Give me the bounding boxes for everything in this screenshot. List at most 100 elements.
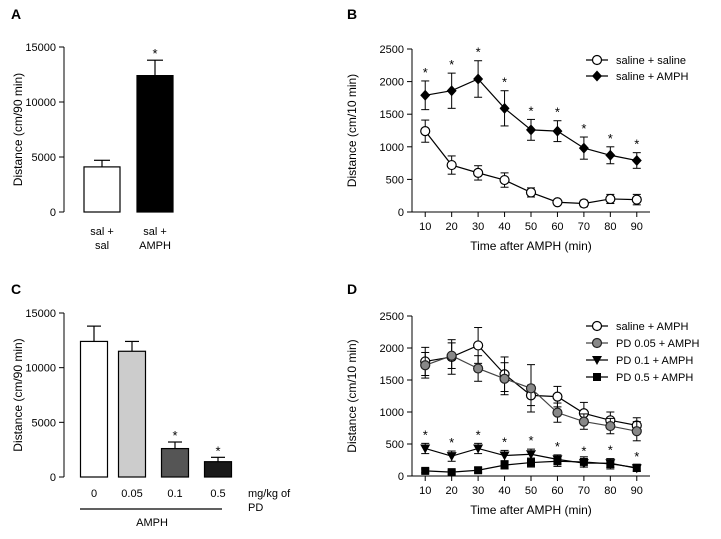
y-tick-label: 2000	[380, 343, 404, 355]
significance-star: *	[172, 428, 177, 443]
significance-star: *	[555, 439, 560, 454]
significance-star: *	[581, 121, 586, 136]
point-marker	[592, 356, 602, 365]
point-marker	[473, 340, 484, 351]
y-tick-label: 2000	[380, 77, 404, 89]
x-axis-title: Time after AMPH (min)	[470, 503, 592, 517]
point-marker	[578, 198, 589, 209]
x-tick-label: 40	[498, 221, 510, 233]
point-marker	[526, 124, 536, 136]
panel-letter-a: A	[11, 6, 21, 22]
category-label: sal +	[143, 226, 167, 238]
x-tick-label: 30	[472, 221, 484, 233]
panel-letter-c: C	[11, 281, 21, 297]
point-marker	[526, 450, 536, 460]
panel-a-bar-chart: 0 5000 10000 15000 Distance (cm/90 min) sal +…	[11, 42, 174, 252]
point-marker	[499, 174, 510, 186]
y-tick-label: 5000	[32, 417, 56, 429]
legend-label: saline + AMPH	[616, 71, 689, 83]
point-marker	[420, 89, 431, 101]
point-marker	[473, 73, 484, 85]
y-tick-label: 500	[386, 174, 404, 186]
point-marker	[525, 383, 537, 394]
point-marker	[552, 197, 563, 208]
point-marker	[420, 126, 431, 137]
panel-b-line-chart: 0 500 1000 1500 2000 2500 10 20 30 40 50 60 70 80 90 Di…	[345, 44, 689, 253]
significance-star: *	[555, 105, 560, 120]
panel-d-line-chart: 0 500 1000 1500 2000 2500 10 20 30 40 50 60 70 80 90 Di…	[345, 311, 700, 517]
category-label: 0.1	[167, 488, 182, 500]
point-marker	[591, 337, 603, 349]
category-label: sal +	[90, 226, 114, 238]
y-tick-label: 15000	[25, 308, 56, 320]
y-tick-label: 10000	[25, 97, 56, 109]
point-marker	[605, 149, 616, 161]
point-marker	[578, 416, 589, 427]
y-tick-label: 1000	[380, 142, 404, 154]
significance-star: *	[449, 57, 454, 72]
x-tick-label: 50	[525, 485, 537, 497]
point-marker	[552, 391, 563, 402]
point-marker	[447, 468, 456, 477]
category-label: 0.05	[121, 488, 142, 500]
point-marker	[631, 426, 642, 437]
y-axis-title: Distance (cm/10 min)	[345, 74, 359, 187]
panel-letter-d: D	[347, 281, 357, 297]
significance-star: *	[215, 443, 220, 458]
significance-star: *	[528, 103, 533, 118]
point-marker	[500, 461, 509, 470]
significance-star: *	[581, 443, 586, 458]
point-marker	[578, 142, 589, 154]
legend-label: saline + saline	[616, 55, 686, 67]
x-tick-label: 10	[419, 485, 431, 497]
point-marker	[591, 320, 603, 332]
x-tick-label: 20	[446, 485, 458, 497]
point-marker	[632, 463, 641, 472]
y-tick-label: 1500	[380, 109, 404, 121]
unit-label: PD	[248, 502, 263, 514]
x-axis-title: Time after AMPH (min)	[470, 239, 592, 253]
significance-star: *	[423, 65, 428, 80]
y-tick-label: 1000	[380, 407, 404, 419]
x-tick-label: 40	[498, 485, 510, 497]
point-marker	[579, 457, 588, 466]
point-marker	[473, 363, 484, 374]
x-tick-label: 60	[551, 485, 563, 497]
panel-letter-b: B	[347, 6, 357, 22]
category-label: sal	[95, 240, 109, 252]
point-marker	[605, 193, 616, 205]
point-marker	[553, 457, 562, 466]
point-marker	[446, 350, 457, 361]
point-marker	[421, 466, 430, 475]
y-tick-label: 1500	[380, 375, 404, 387]
y-tick-label: 2500	[380, 311, 404, 323]
legend-label: saline + AMPH	[616, 321, 689, 333]
y-axis-title: Distance (cm/10 min)	[345, 339, 359, 452]
x-tick-label: 20	[446, 221, 458, 233]
significance-star: *	[476, 427, 481, 442]
bar	[160, 447, 190, 478]
y-axis-title: Distance (cm/90 min)	[11, 338, 25, 451]
group-label: AMPH	[136, 517, 168, 529]
point-marker	[527, 458, 535, 467]
point-marker	[420, 360, 431, 371]
x-tick-label: 10	[419, 221, 431, 233]
category-label: 0	[91, 488, 97, 500]
y-tick-label: 0	[50, 472, 56, 484]
significance-star: *	[634, 137, 639, 152]
point-marker	[446, 85, 457, 97]
y-tick-label: 10000	[25, 363, 56, 375]
bar	[117, 350, 147, 478]
point-marker	[473, 444, 484, 454]
unit-label: mg/kg of	[248, 488, 291, 500]
bar	[79, 340, 109, 478]
y-tick-label: 2500	[380, 44, 404, 56]
legend-label: PD 0.5 + AMPH	[616, 372, 693, 384]
significance-star: *	[152, 46, 157, 61]
x-tick-label: 90	[631, 485, 643, 497]
point-marker	[446, 452, 457, 462]
significance-star: *	[449, 435, 454, 450]
significance-star: *	[502, 75, 507, 90]
y-tick-label: 0	[398, 207, 404, 219]
